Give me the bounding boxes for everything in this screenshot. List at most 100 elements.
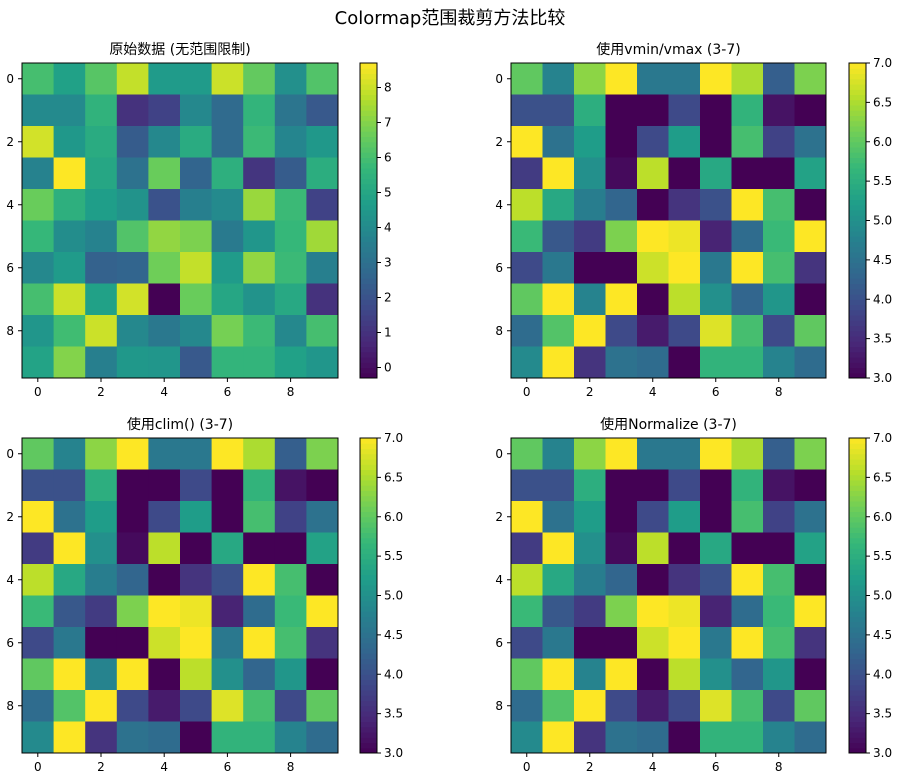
colorbar-segment	[849, 621, 866, 628]
heatmap-cell	[116, 63, 149, 95]
colorbar-segment	[849, 351, 866, 358]
colorbar-segment	[849, 716, 866, 722]
colorbar-segment	[360, 579, 377, 586]
colorbar-segment	[849, 168, 866, 174]
heatmap-cell	[574, 126, 606, 158]
colorbar-segment	[360, 742, 377, 749]
subplot-title: 使用vmin/vmax (3-7)	[596, 41, 740, 58]
x-tick-label: 2	[97, 385, 105, 399]
heatmap-cell	[180, 63, 213, 95]
heatmap-cell	[211, 532, 244, 565]
colorbar-segment	[360, 178, 377, 185]
heatmap-cell	[794, 658, 827, 691]
heatmap-cell	[605, 469, 638, 502]
heatmap-cell	[574, 189, 606, 221]
heatmap-cell	[542, 63, 575, 95]
heatmap-cell	[116, 721, 149, 754]
colorbar-segment	[849, 522, 866, 528]
colorbar-segment	[360, 480, 377, 486]
heatmap-cell	[274, 126, 307, 158]
heatmap-cell	[243, 252, 276, 284]
colorbar-segment	[360, 648, 377, 654]
colorbar-tick-label: 7.0	[873, 56, 892, 70]
colorbar-segment	[849, 700, 866, 707]
heatmap-cell	[243, 346, 276, 379]
colorbar-segment	[849, 474, 866, 481]
heatmap-cell	[731, 438, 764, 470]
y-tick-label: 2	[495, 510, 503, 524]
heatmap-cell	[637, 346, 669, 379]
heatmap-cell	[180, 690, 213, 722]
subplot-0: 原始数据 (无范围限制) 0 2 4 6 8 0 2 4 6 8 0 1 2 3 4 5 6 7 8	[6, 41, 391, 399]
colorbar-segment	[849, 721, 866, 728]
colorbar-segment	[849, 257, 866, 263]
figure-title: Colormap范围裁剪方法比较	[335, 8, 566, 29]
heatmap-cell	[700, 126, 732, 158]
heatmap-cell	[306, 315, 339, 347]
axes-frame	[510, 62, 827, 379]
colorbar-segment	[360, 262, 377, 269]
colorbar-segment	[360, 684, 377, 691]
heatmap-cell	[794, 721, 827, 754]
heatmap-cell	[511, 283, 543, 316]
heatmap-cell	[731, 220, 764, 253]
colorbar-segment	[360, 448, 377, 455]
colorbar-tick-label: 6.5	[873, 95, 892, 109]
heatmap-cell	[22, 469, 55, 502]
heatmap-cell	[274, 220, 307, 253]
colorbar-segment	[360, 669, 377, 675]
heatmap-cell	[116, 157, 149, 190]
heatmap-cell	[637, 501, 669, 533]
heatmap-cell	[731, 126, 764, 158]
colorbar-tick-label: 3.0	[873, 746, 892, 760]
colorbar-segment	[360, 621, 377, 628]
heatmap-cell	[148, 94, 181, 127]
heatmap-cell	[542, 595, 575, 628]
heatmap-cell	[53, 564, 86, 596]
colorbar-tick-label: 5	[384, 186, 392, 200]
heatmap-cell	[116, 315, 149, 347]
colorbar-segment	[849, 527, 866, 533]
heatmap-cell	[794, 532, 827, 565]
heatmap-cell	[306, 469, 339, 502]
heatmap-cell	[700, 63, 732, 95]
colorbar-segment	[360, 362, 377, 368]
heatmap-cell	[180, 94, 213, 127]
heatmap-cell	[53, 94, 86, 127]
colorbar-segment	[360, 705, 377, 712]
heatmap-cell	[306, 283, 339, 316]
heatmap-cell	[700, 721, 732, 754]
heatmap-cell	[274, 315, 307, 347]
colorbar-tick-label: 7	[384, 116, 392, 130]
colorbar-tick-label: 5.0	[873, 589, 892, 603]
x-tick-label: 6	[224, 385, 232, 399]
y-tick-label: 6	[6, 261, 14, 275]
heatmap-cell	[306, 690, 339, 722]
heatmap-cell	[85, 94, 118, 127]
heatmap-cell	[605, 94, 638, 127]
heatmap-cell	[700, 346, 732, 379]
heatmap-cell	[574, 252, 606, 284]
colorbar-segment	[849, 537, 866, 544]
heatmap-cell	[763, 564, 795, 596]
colorbar-segment	[849, 742, 866, 749]
colorbar-segment	[849, 336, 866, 342]
heatmap-cell	[53, 690, 86, 722]
heatmap-cell	[148, 220, 181, 253]
heatmap-cell	[668, 346, 701, 379]
heatmap-cell	[306, 564, 339, 596]
heatmap-cell	[637, 658, 669, 691]
colorbar-segment	[360, 273, 377, 279]
colorbar-segment	[360, 168, 377, 174]
colorbar-segment	[849, 553, 866, 560]
heatmap-cell	[85, 469, 118, 502]
colorbar-segment	[360, 443, 377, 449]
colorbar-segment	[849, 105, 866, 111]
heatmap-cell	[180, 157, 213, 190]
colorbar-segment	[849, 210, 866, 216]
heatmap-cell	[605, 220, 638, 253]
heatmap-cell	[22, 94, 55, 127]
heatmap-cell	[731, 501, 764, 533]
heatmap-cell	[542, 469, 575, 502]
